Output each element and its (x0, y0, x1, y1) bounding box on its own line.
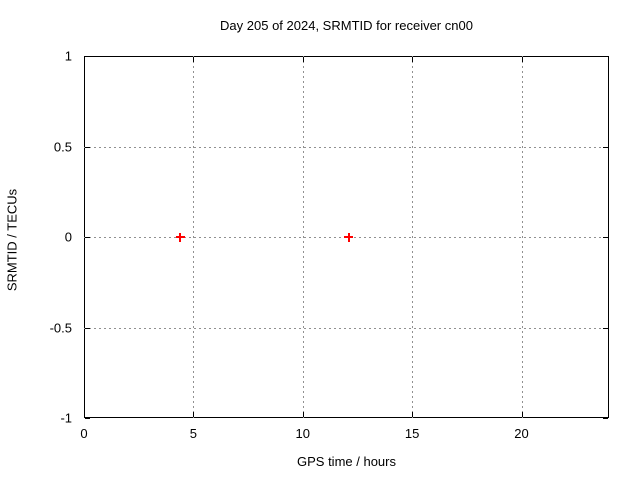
grid-line-horizontal (84, 146, 609, 148)
marker-horizontal-bar (344, 236, 354, 238)
x-tick-label: 10 (295, 426, 310, 441)
x-tick-label: 20 (514, 426, 529, 441)
y-tick (85, 418, 90, 419)
y-tick-label: 0.5 (53, 139, 72, 154)
x-tick-label: 5 (189, 426, 197, 441)
x-tick-mirror (193, 57, 195, 62)
x-tick (412, 412, 414, 417)
y-tick-label: 0 (64, 229, 72, 245)
marker-horizontal-bar (175, 236, 185, 238)
y-tick-mirror (603, 56, 608, 57)
x-tick (521, 412, 523, 417)
x-tick-label: 0 (80, 426, 88, 441)
y-tick-label: -1 (60, 410, 72, 426)
x-tick-mirror (302, 57, 304, 62)
y-tick-mirror (603, 146, 608, 148)
x-tick-mirror (412, 57, 414, 62)
x-axis-label: GPS time / hours (297, 454, 396, 469)
data-point-marker (344, 232, 354, 242)
y-tick-label: -0.5 (49, 320, 72, 335)
x-tick (84, 412, 85, 417)
x-tick (302, 412, 304, 417)
chart-title: Day 205 of 2024, SRMTID for receiver cn0… (220, 18, 473, 33)
grid-line-horizontal (84, 327, 609, 329)
y-tick-mirror (603, 327, 608, 329)
y-tick (85, 56, 90, 57)
x-tick-mirror (521, 57, 523, 62)
x-tick-label: 15 (404, 426, 420, 441)
y-tick-mirror (603, 418, 608, 419)
y-tick-mirror (603, 237, 608, 238)
y-tick (85, 327, 90, 329)
x-tick-mirror (84, 57, 85, 62)
y-tick (85, 146, 90, 148)
y-tick (85, 237, 90, 238)
x-tick (193, 412, 195, 417)
y-tick-label: 1 (64, 48, 72, 64)
data-point-marker (175, 232, 185, 242)
